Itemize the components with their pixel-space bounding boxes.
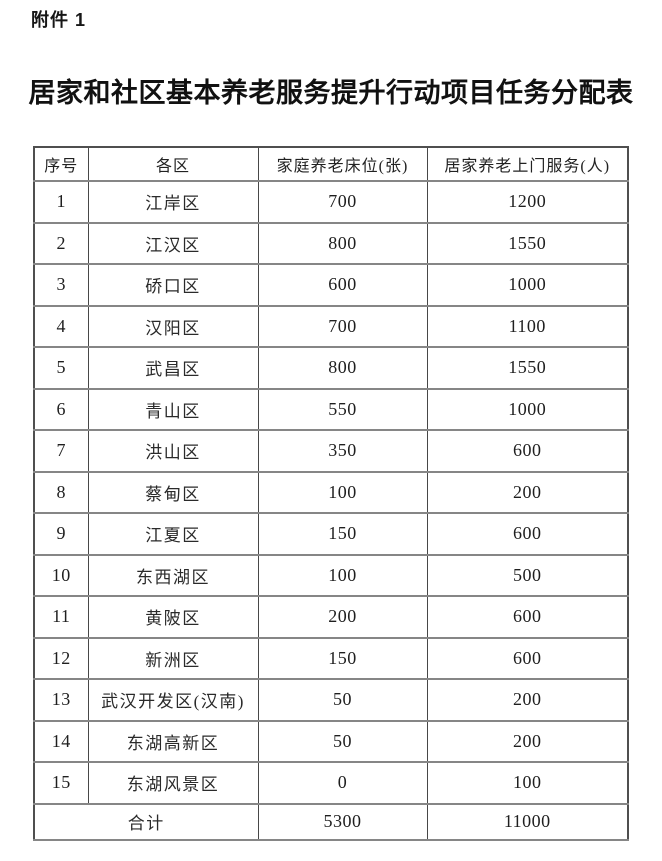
- table-row: 1 江岸区 700 1200: [33, 180, 629, 224]
- cell-beds: 150: [257, 636, 428, 680]
- cell-district: 黄陂区: [87, 595, 259, 639]
- header-service: 居家养老上门服务(人): [426, 146, 629, 182]
- table-header-row: 序号 各区 家庭养老床位(张) 居家养老上门服务(人): [33, 146, 629, 182]
- table-total-row: 合计 5300 11000: [33, 802, 629, 841]
- cell-district: 硚口区: [87, 263, 259, 307]
- header-district: 各区: [87, 146, 259, 182]
- cell-no: 4: [33, 304, 89, 348]
- cell-total-service: 11000: [426, 802, 629, 841]
- cell-beds: 800: [257, 346, 428, 390]
- page-title: 居家和社区基本养老服务提升行动项目任务分配表: [28, 78, 634, 108]
- cell-service: 600: [426, 429, 629, 473]
- cell-service: 600: [426, 512, 629, 556]
- cell-service: 200: [426, 470, 629, 514]
- table-row: 5 武昌区 800 1550: [33, 346, 629, 390]
- cell-beds: 800: [257, 221, 428, 265]
- cell-no: 12: [33, 636, 89, 680]
- cell-beds: 0: [257, 761, 428, 805]
- header-no: 序号: [33, 146, 89, 182]
- attachment-label: 附件 1: [31, 10, 87, 30]
- cell-service: 600: [426, 595, 629, 639]
- cell-beds: 150: [257, 512, 428, 556]
- cell-beds: 350: [257, 429, 428, 473]
- cell-district: 东西湖区: [87, 553, 259, 597]
- cell-district: 蔡甸区: [87, 470, 259, 514]
- cell-service: 1550: [426, 221, 629, 265]
- cell-no: 15: [33, 761, 89, 805]
- table-row: 4 汉阳区 700 1100: [33, 304, 629, 348]
- cell-district: 武汉开发区(汉南): [87, 678, 259, 722]
- cell-district: 新洲区: [87, 636, 259, 680]
- table-row: 8 蔡甸区 100 200: [33, 470, 629, 514]
- table-row: 7 洪山区 350 600: [33, 429, 629, 473]
- cell-beds: 100: [257, 553, 428, 597]
- cell-no: 10: [33, 553, 89, 597]
- table-row: 6 青山区 550 1000: [33, 387, 629, 431]
- cell-service: 200: [426, 678, 629, 722]
- cell-district: 东湖风景区: [87, 761, 259, 805]
- cell-no: 7: [33, 429, 89, 473]
- cell-service: 1000: [426, 263, 629, 307]
- table-row: 13 武汉开发区(汉南) 50 200: [33, 678, 629, 722]
- cell-no: 6: [33, 387, 89, 431]
- cell-service: 500: [426, 553, 629, 597]
- cell-district: 青山区: [87, 387, 259, 431]
- cell-no: 13: [33, 678, 89, 722]
- cell-total-beds: 5300: [257, 802, 428, 841]
- table-row: 10 东西湖区 100 500: [33, 553, 629, 597]
- cell-total-label: 合计: [33, 802, 259, 841]
- cell-no: 5: [33, 346, 89, 390]
- cell-district: 汉阳区: [87, 304, 259, 348]
- cell-beds: 550: [257, 387, 428, 431]
- cell-beds: 50: [257, 678, 428, 722]
- cell-beds: 700: [257, 180, 428, 224]
- cell-no: 9: [33, 512, 89, 556]
- table-row: 14 东湖高新区 50 200: [33, 719, 629, 763]
- table-row: 11 黄陂区 200 600: [33, 595, 629, 639]
- cell-service: 1200: [426, 180, 629, 224]
- cell-service: 100: [426, 761, 629, 805]
- cell-no: 8: [33, 470, 89, 514]
- allocation-table: 序号 各区 家庭养老床位(张) 居家养老上门服务(人) 1 江岸区 700 12…: [33, 146, 629, 841]
- cell-district: 江汉区: [87, 221, 259, 265]
- header-beds: 家庭养老床位(张): [257, 146, 428, 182]
- cell-district: 武昌区: [87, 346, 259, 390]
- table-row: 9 江夏区 150 600: [33, 512, 629, 556]
- cell-no: 3: [33, 263, 89, 307]
- cell-beds: 700: [257, 304, 428, 348]
- cell-no: 14: [33, 719, 89, 763]
- cell-service: 1550: [426, 346, 629, 390]
- cell-no: 2: [33, 221, 89, 265]
- cell-beds: 200: [257, 595, 428, 639]
- cell-district: 洪山区: [87, 429, 259, 473]
- cell-beds: 600: [257, 263, 428, 307]
- cell-service: 1100: [426, 304, 629, 348]
- cell-district: 东湖高新区: [87, 719, 259, 763]
- cell-service: 600: [426, 636, 629, 680]
- cell-district: 江夏区: [87, 512, 259, 556]
- table-row: 12 新洲区 150 600: [33, 636, 629, 680]
- cell-no: 11: [33, 595, 89, 639]
- table-row: 3 硚口区 600 1000: [33, 263, 629, 307]
- table-row: 2 江汉区 800 1550: [33, 221, 629, 265]
- cell-no: 1: [33, 180, 89, 224]
- cell-service: 200: [426, 719, 629, 763]
- table-row: 15 东湖风景区 0 100: [33, 761, 629, 805]
- cell-beds: 100: [257, 470, 428, 514]
- cell-district: 江岸区: [87, 180, 259, 224]
- cell-beds: 50: [257, 719, 428, 763]
- cell-service: 1000: [426, 387, 629, 431]
